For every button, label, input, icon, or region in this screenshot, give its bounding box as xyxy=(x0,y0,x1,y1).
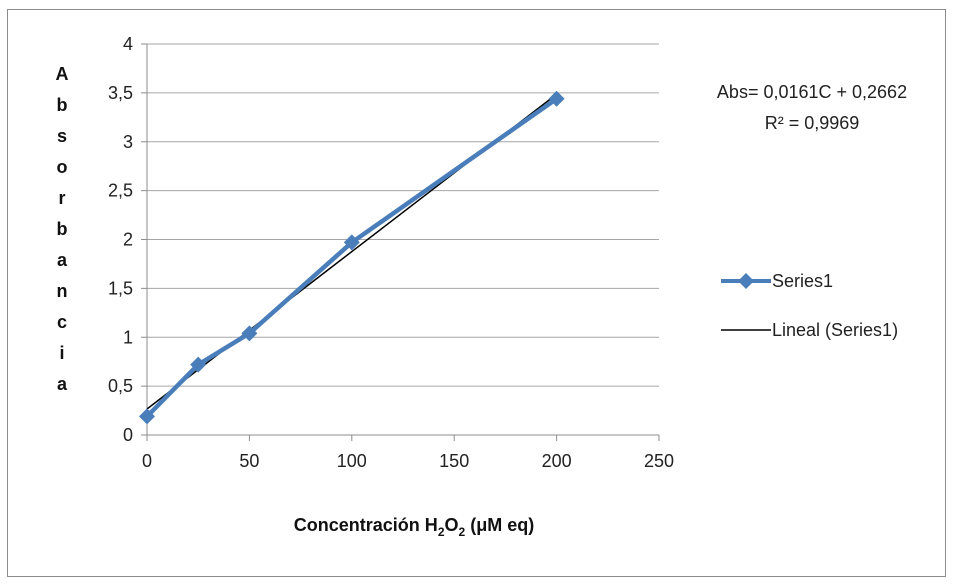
y-label-letter: b xyxy=(57,95,68,115)
legend: Series1 Lineal (Series1) xyxy=(721,271,898,340)
y-tick-label: 1,5 xyxy=(108,278,133,298)
r-squared-label: R² = 0,9969 xyxy=(765,113,860,133)
x-tick-labels: 0 50 100 150 200 250 xyxy=(142,451,674,471)
x-tick-label: 250 xyxy=(644,451,674,471)
y-tick-labels: 0 0,5 1 1,5 2 2,5 3 3,5 4 xyxy=(108,34,133,445)
gridlines xyxy=(141,43,660,441)
y-label-letter: o xyxy=(57,157,68,177)
y-label-letter: r xyxy=(58,188,65,208)
y-label-letter: A xyxy=(56,64,69,84)
data-point xyxy=(190,356,207,373)
series-line-0 xyxy=(145,96,558,419)
x-tick-label: 200 xyxy=(542,451,572,471)
y-label-letter: c xyxy=(57,312,67,332)
y-label-letter: s xyxy=(57,126,67,146)
y-tick-label: 1 xyxy=(123,327,133,347)
y-tick-label: 2,5 xyxy=(108,181,133,201)
y-label-letter: a xyxy=(57,250,68,270)
y-tick-label: 2 xyxy=(123,230,133,250)
y-tick-label: 0,5 xyxy=(108,376,133,396)
x-tick-label: 50 xyxy=(239,451,259,471)
y-label-letter: a xyxy=(57,374,68,394)
data-point xyxy=(139,408,155,425)
series-layer xyxy=(139,90,565,425)
y-tick-label: 4 xyxy=(123,34,133,54)
x-tick-label: 150 xyxy=(439,451,469,471)
legend-series1-label: Series1 xyxy=(772,271,833,291)
y-tick-label: 3 xyxy=(123,132,133,152)
y-label-letter: n xyxy=(57,281,68,301)
y-tick-label: 0 xyxy=(123,425,133,445)
data-point xyxy=(548,90,565,107)
data-point xyxy=(343,234,360,251)
x-tick-label: 100 xyxy=(337,451,367,471)
legend-trendline-label: Lineal (Series1) xyxy=(772,320,898,340)
y-label-letter: i xyxy=(59,343,64,363)
y-tick-label: 3,5 xyxy=(108,83,133,103)
y-label-letter: b xyxy=(57,219,68,239)
x-axis-label: Concentración H2O2 (μM eq) xyxy=(294,515,534,539)
trendline-equation: Abs= 0,0161C + 0,2662 xyxy=(717,82,907,102)
legend-series1-marker xyxy=(738,273,754,289)
chart-frame xyxy=(7,9,946,577)
data-point xyxy=(241,325,258,342)
x-tick-label: 0 xyxy=(142,451,152,471)
